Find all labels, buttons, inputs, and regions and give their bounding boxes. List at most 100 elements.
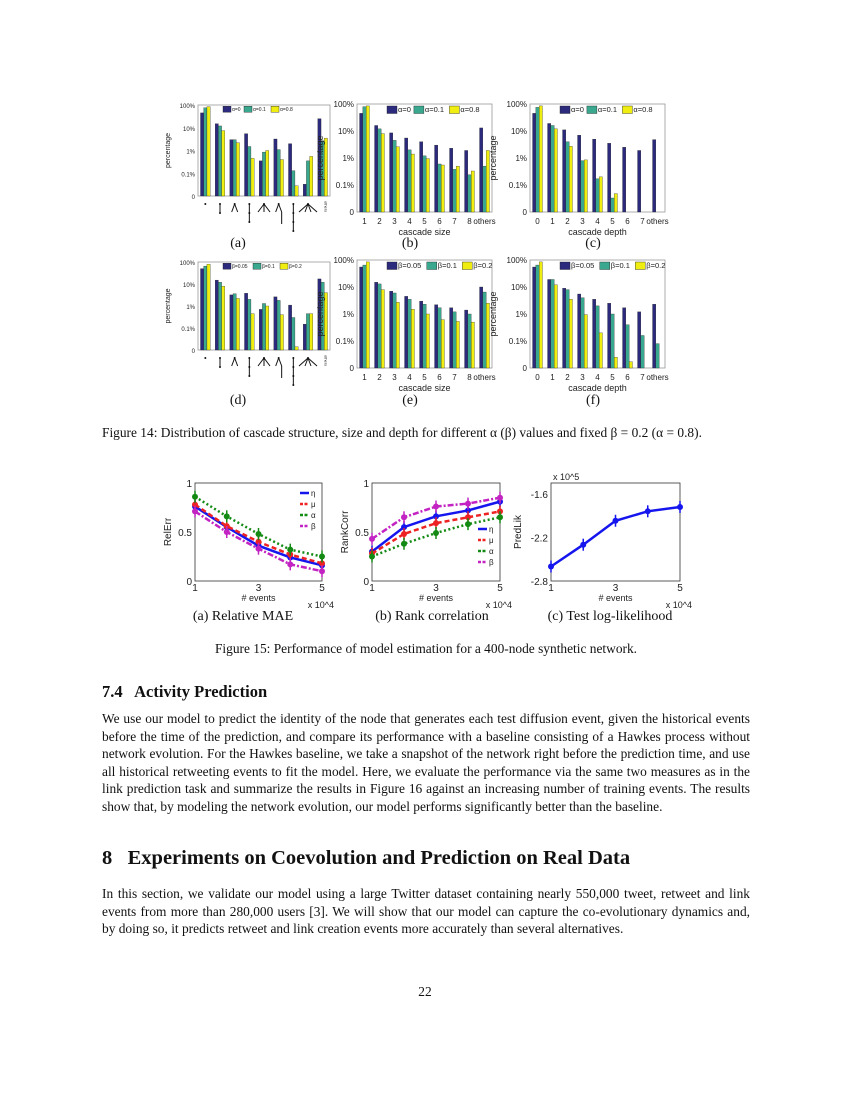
legend-label: β=0.2 xyxy=(646,261,665,270)
data-point xyxy=(319,568,325,575)
section-7-4-heading: 7.4 Activity Prediction xyxy=(102,682,268,701)
y-tick-label: 1% xyxy=(186,305,195,311)
x-axis-label: cascade depth xyxy=(568,227,627,237)
legend-label: μ xyxy=(311,500,316,509)
edge xyxy=(304,203,309,213)
subfig15-label-b: (b) Rank correlation xyxy=(375,609,489,624)
legend: β=0.05 β=0.1 β=0.2 xyxy=(222,262,302,270)
bar-6-series-2 xyxy=(276,300,281,351)
plot-frame xyxy=(194,482,323,582)
y-tick-label: 10% xyxy=(183,283,196,289)
legend-swatch xyxy=(559,105,571,114)
bar-4-series-1 xyxy=(577,135,582,213)
legend-label: β=0.05 xyxy=(398,261,421,270)
data-point xyxy=(433,520,439,527)
star-2-icon xyxy=(231,203,239,213)
y-tick-label: 10% xyxy=(338,283,354,292)
bar-7-series-3 xyxy=(628,361,633,369)
data-point xyxy=(255,545,262,552)
legend-label: α=0.8 xyxy=(633,105,652,114)
data-point xyxy=(401,530,407,537)
legend-swatch xyxy=(462,261,473,270)
bar-6-series-2 xyxy=(610,197,615,213)
bar-9-series-1 xyxy=(652,304,657,369)
star-3-icon xyxy=(257,357,271,367)
y-tick-label: 0.1% xyxy=(181,327,195,333)
series-line-μ xyxy=(371,510,501,555)
bar-6-series-3 xyxy=(280,159,284,197)
x-tick-label: 1 xyxy=(192,583,198,594)
x-axis-label: # events xyxy=(419,593,454,603)
bar-3-series-2 xyxy=(232,139,237,197)
y-tick-label: 0.1% xyxy=(336,337,354,346)
y-axis-label: percentage xyxy=(315,291,325,336)
data-point xyxy=(465,500,471,507)
legend-label: α=0 xyxy=(232,107,241,113)
edge xyxy=(307,357,312,367)
legend: β=0.05 β=0.1 β=0.2 xyxy=(386,261,492,270)
data-point xyxy=(433,503,439,510)
y-tick-label: 10% xyxy=(338,127,354,136)
y-tick-label: 0 xyxy=(186,577,192,588)
bar-7-series-3 xyxy=(455,165,460,213)
bar-6-series-2 xyxy=(437,163,442,213)
bar-2-series-3 xyxy=(554,284,558,369)
bar-1-series-2 xyxy=(535,264,540,369)
bar-2-series-2 xyxy=(550,125,555,213)
bar-7-series-1 xyxy=(288,304,292,351)
x-tick-label: 7 xyxy=(452,217,457,226)
bar-1-series-2 xyxy=(203,265,208,351)
x-multiplier-label: x 10^4 xyxy=(486,600,512,610)
bar-5-series-2 xyxy=(595,305,600,369)
y-tick-label: 10% xyxy=(183,127,196,133)
single-node-icon xyxy=(204,203,207,205)
x-tick-label: 2 xyxy=(565,217,570,226)
bar-1-series-3 xyxy=(366,105,370,213)
legend-label: α=0.1 xyxy=(598,105,617,114)
data-point xyxy=(548,563,554,570)
bar-4-series-1 xyxy=(404,296,409,369)
x-tick-label: 1 xyxy=(362,217,367,226)
legend-swatch xyxy=(586,105,598,114)
figure-14-caption: Figure 14: Distribution of cascade struc… xyxy=(102,425,702,440)
legend-label: β xyxy=(311,522,316,531)
legend-label: μ xyxy=(489,536,494,545)
data-point xyxy=(223,529,230,535)
chain-2-icon xyxy=(219,357,221,368)
legend-swatch xyxy=(599,261,611,270)
data-point xyxy=(369,553,375,560)
data-point xyxy=(433,513,439,520)
x-tick-label: 5 xyxy=(422,373,427,382)
legend-swatch xyxy=(270,105,280,113)
bar-5-series-2 xyxy=(262,303,266,351)
node xyxy=(248,221,251,223)
bar-5-series-3 xyxy=(426,313,430,369)
branch-icon xyxy=(275,357,283,378)
x-tick-label: 1 xyxy=(369,583,375,594)
x-tick-label: 7 xyxy=(640,373,645,382)
x-tick-label: others xyxy=(473,373,495,382)
legend-swatch xyxy=(222,262,232,270)
bar-8-series-1 xyxy=(464,309,469,369)
bar-2-series-3 xyxy=(381,133,385,213)
bar-6-series-3 xyxy=(440,319,445,369)
bar-8-series-2 xyxy=(467,174,472,213)
edge xyxy=(307,203,312,213)
node xyxy=(219,366,221,368)
x-multiplier-label: x 10^4 xyxy=(666,600,692,610)
bar-6-series-3 xyxy=(440,164,445,213)
bar-6-series-3 xyxy=(613,193,618,213)
x-tick-label: 6 xyxy=(625,373,630,382)
section-8-heading: 8 Experiments on Coevolution and Predict… xyxy=(102,847,631,869)
page-number: 22 xyxy=(418,984,432,999)
y-tick-label: 0.1% xyxy=(509,181,527,190)
legend-label: β=0.1 xyxy=(438,261,457,270)
bar-6-series-1 xyxy=(434,144,439,213)
edge xyxy=(263,203,271,213)
x-tick-label: 1 xyxy=(550,373,555,382)
x-tick-label: 4 xyxy=(595,373,600,382)
bar-5-series-1 xyxy=(419,300,424,369)
edge xyxy=(257,203,265,213)
y-multiplier-label: x 10^5 xyxy=(553,472,579,482)
